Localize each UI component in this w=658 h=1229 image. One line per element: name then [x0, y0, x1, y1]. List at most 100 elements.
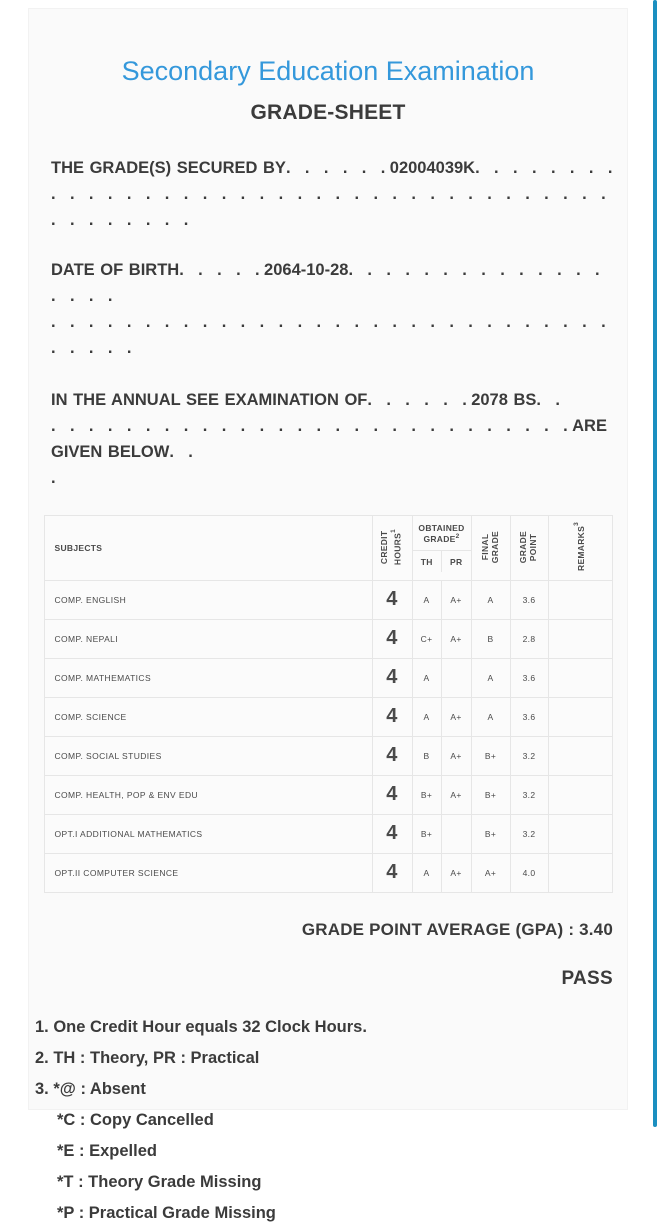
table-header-row: SUBJECTS CREDIT HOURS1 OBTAINED GRADE2 T… [43, 514, 613, 581]
remarks-cell [547, 813, 613, 854]
footnotes-list: 1. One Credit Hour equals 32 Clock Hours… [29, 1012, 627, 1229]
credit-hours-cell: 4 [371, 618, 413, 659]
remarks-cell [547, 618, 613, 659]
dot-leader: . . . . . . [367, 390, 472, 409]
final-grade-cell: B [470, 618, 511, 659]
table-row: COMP. HEALTH, POP & ENV EDU 4 B+ A+ B+ 3.2 [43, 774, 613, 815]
footnote-item: 2. TH : Theory, PR : Practical [35, 1048, 260, 1067]
table-row: OPT.I ADDITIONAL MATHEMATICS 4 B+ B+ 3.2 [43, 813, 613, 854]
exam-year-value: 2078 BS [471, 390, 537, 409]
result-status: PASS [561, 967, 613, 989]
practical-grade-cell: A+ [440, 618, 472, 659]
statement-secured-by: THE GRADE(S) SECURED BY. . . . . .020040… [29, 155, 627, 233]
subject-cell: COMP. ENGLISH [43, 579, 373, 620]
statement-date-of-birth: DATE OF BIRTH. . . . .2064-10-28. . . . … [29, 257, 627, 361]
secured-by-label: THE GRADE(S) SECURED BY [51, 158, 286, 177]
grade-point-cell: 4.0 [509, 852, 549, 893]
page-subtitle: GRADE-SHEET [250, 100, 406, 124]
grade-point-cell: 2.8 [509, 618, 549, 659]
footnote-item: *T : Theory Grade Missing [57, 1172, 262, 1191]
symbol-number-value: 02004039K [389, 158, 476, 177]
dot-leader: . . [169, 442, 198, 461]
header-remarks-sup: 3 [573, 522, 581, 527]
footnote-item: 3. *@ : Absent [35, 1079, 146, 1098]
final-grade-cell: B+ [470, 774, 511, 815]
dot-leader: . . . . . . . . . . . . . . . . . . . . … [51, 312, 611, 357]
grade-point-cell: 3.6 [509, 696, 549, 737]
remarks-cell [547, 735, 613, 776]
theory-grade-cell: A [411, 579, 442, 620]
page-title: Secondary Education Examination [121, 56, 535, 86]
practical-grade-cell: A+ [440, 579, 472, 620]
grade-point-cell: 3.2 [509, 774, 549, 815]
credit-hours-cell: 4 [371, 813, 413, 854]
dot-leader: . . [536, 390, 565, 409]
remarks-cell [547, 657, 613, 698]
dot-leader: . . . . . . . . . . . . . . . . . . . . … [51, 416, 573, 435]
theory-grade-cell: A [411, 852, 442, 893]
final-grade-cell: A+ [470, 852, 511, 893]
page-scrollbar[interactable] [653, 0, 657, 1127]
subject-cell: COMP. HEALTH, POP & ENV EDU [43, 774, 373, 815]
date-of-birth-value: 2064-10-28 [264, 260, 349, 279]
header-obtained-grade-sup: 2 [455, 533, 460, 541]
subject-cell: COMP. NEPALI [43, 618, 373, 659]
header-final-grade-label: FINAL GRADE [479, 530, 500, 563]
practical-grade-cell [440, 813, 472, 854]
final-grade-cell: A [470, 696, 511, 737]
credit-hours-cell: 4 [371, 579, 413, 620]
header-obtained-grade: OBTAINED GRADE2 TH PR [411, 514, 472, 581]
table-row: OPT.II COMPUTER SCIENCE 4 A A+ A+ 4.0 [43, 852, 613, 893]
dot-leader: . . . . . . . . . . . . . . . . . . . . … [51, 184, 611, 229]
practical-grade-cell: A+ [440, 774, 472, 815]
final-grade-cell: A [470, 657, 511, 698]
final-grade-cell: B+ [470, 735, 511, 776]
credit-hours-cell: 4 [371, 735, 413, 776]
theory-grade-cell: A [411, 696, 442, 737]
header-subjects-label: SUBJECTS [54, 542, 103, 553]
dot-leader: . . . . . [179, 260, 265, 279]
footnote-item: 1. One Credit Hour equals 32 Clock Hours… [35, 1017, 367, 1036]
header-grade-point-label: GRADE POINT [518, 530, 538, 563]
header-subjects: SUBJECTS [43, 514, 373, 581]
theory-grade-cell: B [411, 735, 442, 776]
footnote-item: *C : Copy Cancelled [57, 1110, 214, 1129]
table-row: COMP. MATHEMATICS 4 A A 3.6 [43, 657, 613, 698]
given-below-label: ARE GIVEN BELOW [51, 416, 607, 461]
footnote-item: *P : Practical Grade Missing [57, 1203, 276, 1222]
theory-grade-cell: C+ [411, 618, 442, 659]
table-row: COMP. SOCIAL STUDIES 4 B A+ B+ 3.2 [43, 735, 613, 776]
subject-cell: COMP. MATHEMATICS [43, 657, 373, 698]
header-final-grade: FINAL GRADE [470, 514, 511, 581]
subject-cell: COMP. SOCIAL STUDIES [43, 735, 373, 776]
credit-hours-cell: 4 [371, 657, 413, 698]
statement-examination: IN THE ANNUAL SEE EXAMINATION OF. . . . … [29, 387, 627, 491]
theory-grade-cell: B+ [411, 813, 442, 854]
subject-cell: OPT.II COMPUTER SCIENCE [43, 852, 373, 893]
theory-grade-cell: A [411, 657, 442, 698]
credit-hours-cell: 4 [371, 774, 413, 815]
dot-leader: . . . . . . [285, 158, 390, 177]
subject-cell: COMP. SCIENCE [43, 696, 373, 737]
remarks-cell [547, 774, 613, 815]
gpa-line: GRADE POINT AVERAGE (GPA) : 3.40 [301, 919, 613, 939]
final-grade-cell: A [470, 579, 511, 620]
grade-point-cell: 3.6 [509, 657, 549, 698]
dot-leader: . . . . . . . . [475, 158, 617, 177]
dob-label: DATE OF BIRTH [51, 260, 180, 279]
table-row: COMP. SCIENCE 4 A A+ A 3.6 [43, 696, 613, 737]
practical-grade-cell [440, 657, 472, 698]
header-remarks-label: REMARKS [576, 526, 587, 572]
footnote-item: *E : Expelled [57, 1141, 157, 1160]
practical-grade-cell: A+ [440, 852, 472, 893]
credit-hours-cell: 4 [371, 852, 413, 893]
header-grade-point: GRADE POINT [509, 514, 549, 581]
header-obtained-grade-label: OBTAINED GRADE [418, 522, 465, 545]
grade-sheet-card: Secondary Education Examination GRADE-SH… [28, 8, 628, 1222]
header-th: TH [413, 550, 442, 572]
remarks-cell [547, 852, 613, 893]
table-row: COMP. ENGLISH 4 A A+ A 3.6 [43, 579, 613, 620]
grade-point-cell: 3.6 [509, 579, 549, 620]
exam-label: IN THE ANNUAL SEE EXAMINATION OF [51, 390, 368, 409]
dot-leader: . . . . . . . . . . . . . . . . . . [51, 260, 605, 305]
